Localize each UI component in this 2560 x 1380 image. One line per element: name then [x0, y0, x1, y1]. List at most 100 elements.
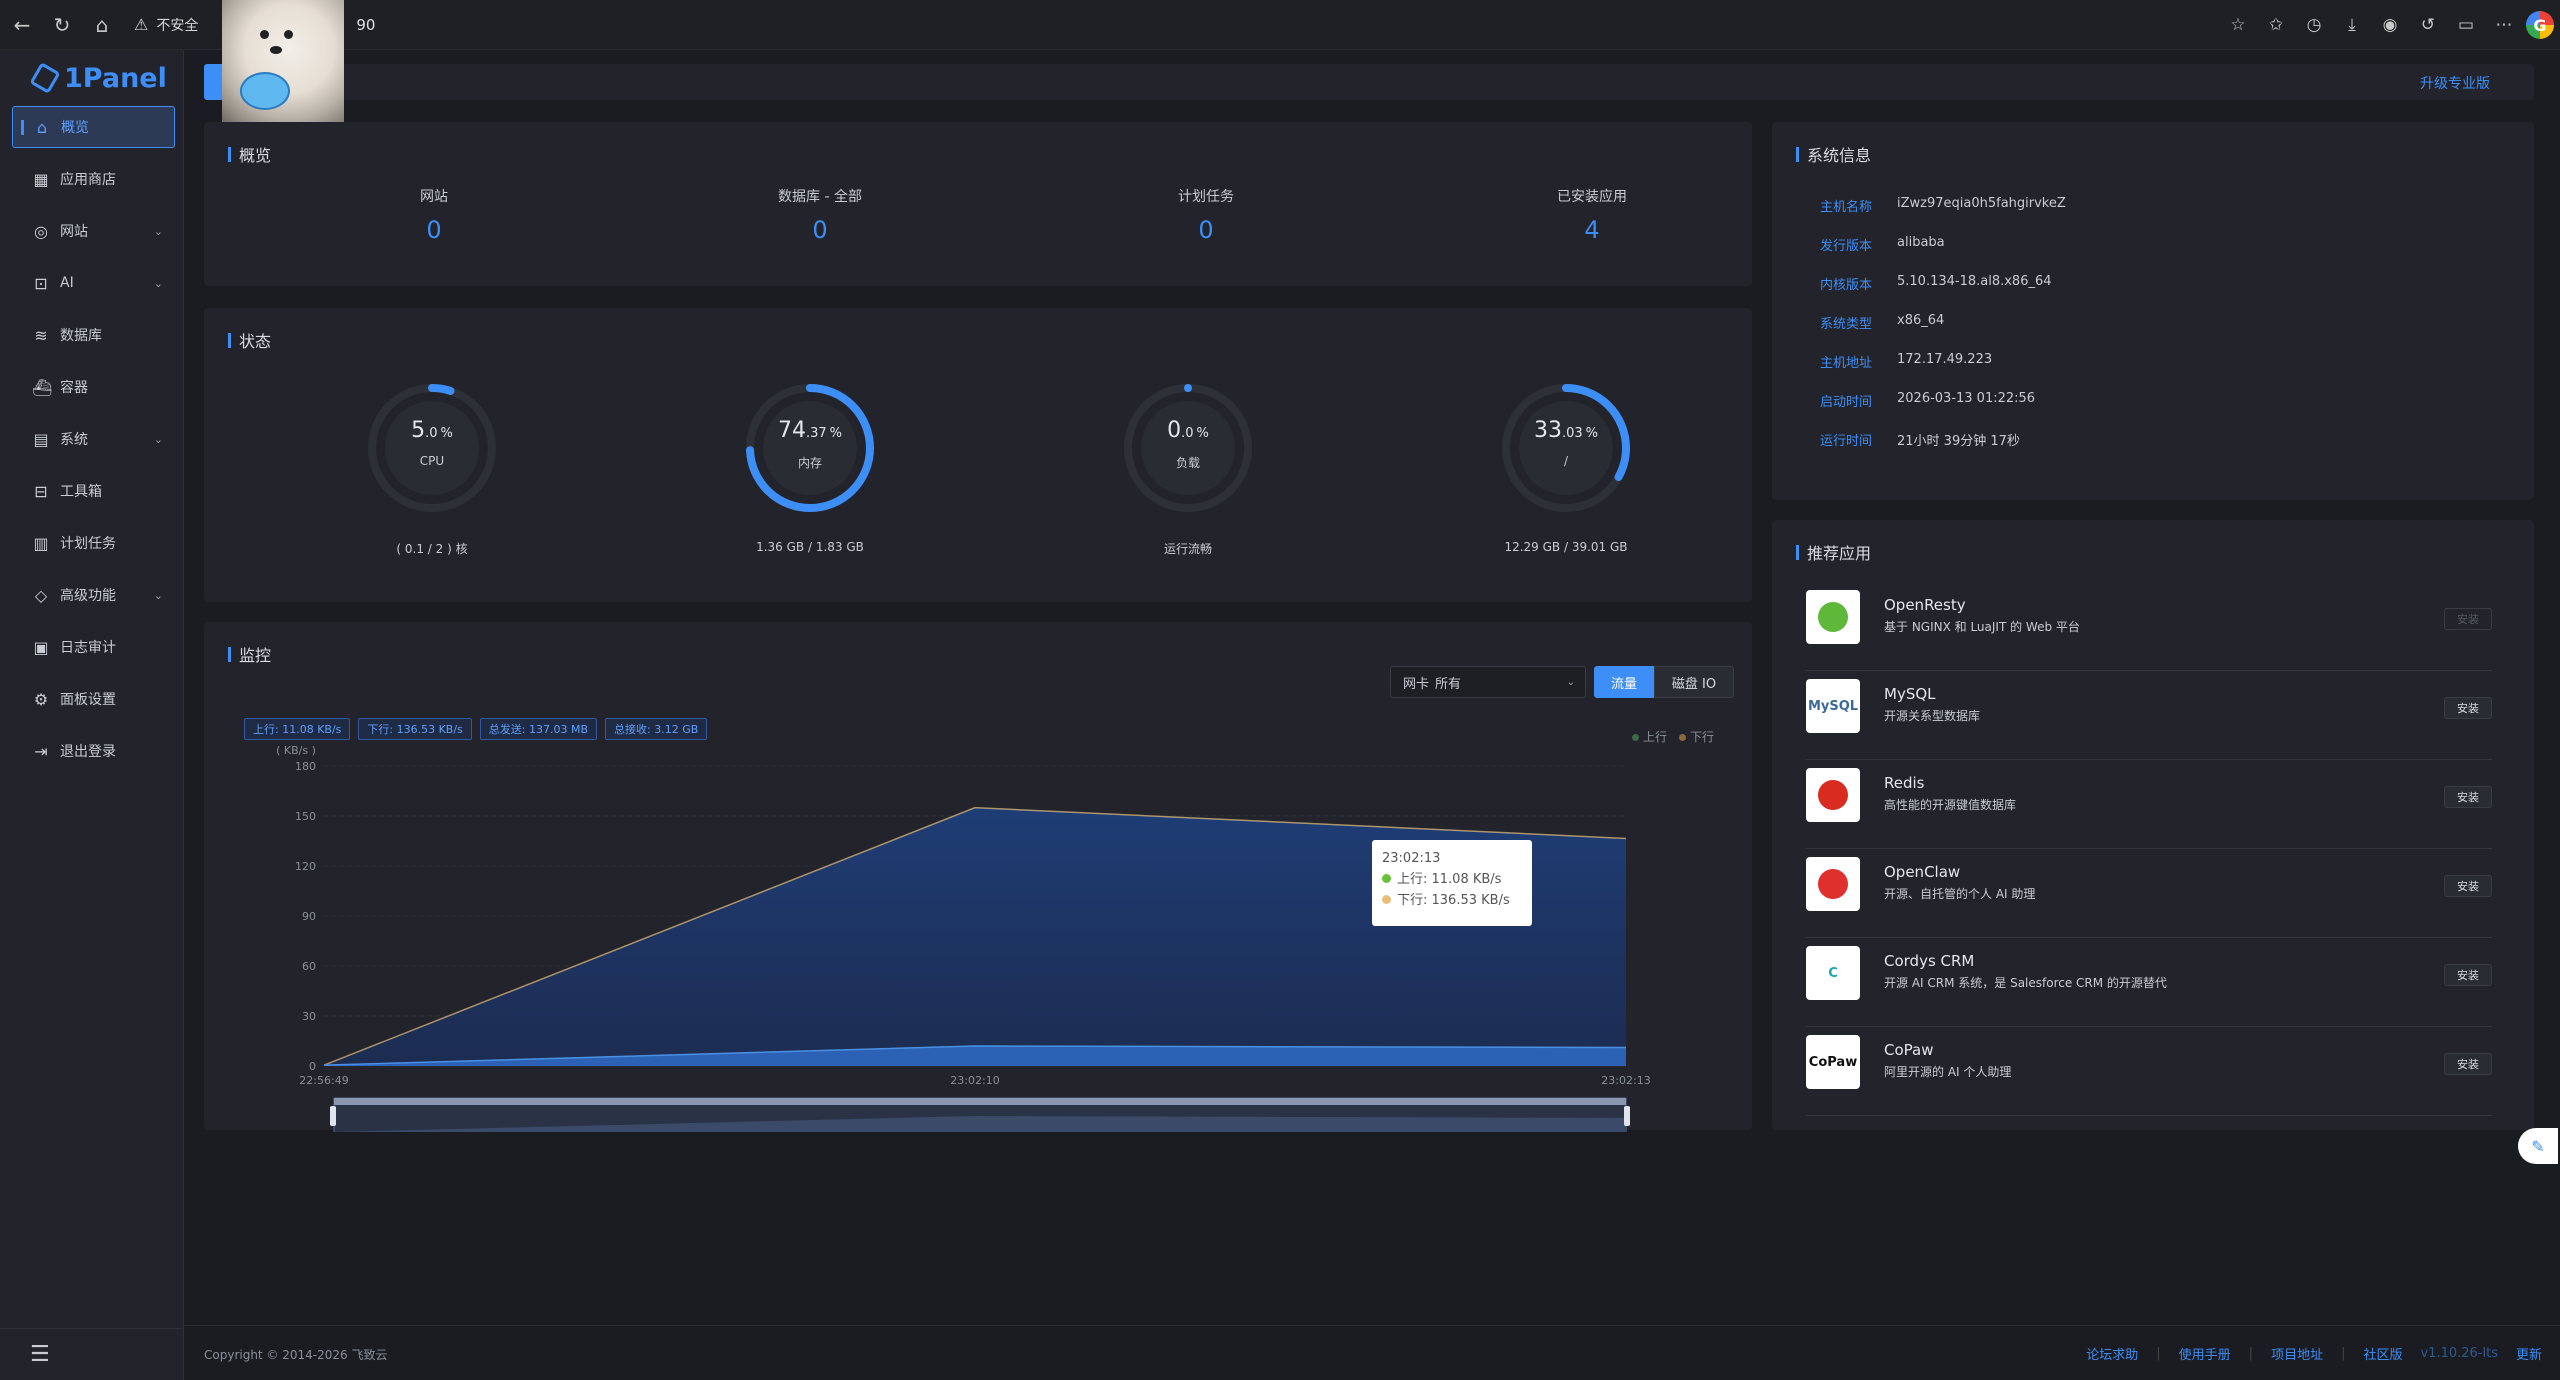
history-icon[interactable]: ◷ — [2306, 15, 2322, 35]
footer-link[interactable]: 社区版 — [2363, 1348, 2403, 1363]
upgrade-pro-link[interactable]: 升级专业版 — [2420, 76, 2490, 92]
tooltip-time: 23:02:13 — [1382, 851, 1441, 866]
sidebar-item-0[interactable]: ⌂ 概览 — [12, 106, 175, 148]
zoom-handle-right — [1624, 1106, 1630, 1126]
app-item[interactable]: CoPaw CoPaw 阿里开源的 AI 个人助理 安装 — [1806, 1027, 2492, 1116]
app-logo-icon — [1806, 857, 1860, 911]
sysinfo-key: 运行时间 — [1820, 434, 1873, 449]
sidebar-item-label: 系统 — [60, 432, 88, 448]
series-up-area — [324, 1046, 1626, 1066]
overview-value[interactable]: 0 — [1198, 216, 1214, 244]
nic-select[interactable]: 网卡 所有 ⌄ — [1390, 666, 1586, 698]
sidebar-item-10[interactable]: ▣ 日志审计 — [12, 626, 175, 668]
tab-disk-io[interactable]: 磁盘 IO — [1654, 666, 1734, 698]
gauge-arc — [368, 384, 496, 512]
screenshot-icon[interactable]: ◉ — [2382, 15, 2398, 35]
overview-value[interactable]: 0 — [426, 216, 442, 244]
browser-toolbar: ← ↻ ⌂ ⚠ 不安全 90 ☆ ✩ ◷ ⤓ ◉ ↺ ▭ ⋯ G — [0, 0, 2560, 50]
overview-value[interactable]: 0 — [812, 216, 828, 244]
favorites-icon[interactable]: ✩ — [2268, 15, 2284, 35]
gauge-value: 33.03% — [1533, 418, 1599, 443]
reload-icon[interactable]: ↻ — [53, 12, 71, 37]
sysinfo-row: 发行版本 alibaba — [1820, 235, 1945, 254]
status-gauge[interactable]: 0.0% 负载 运行流畅 — [1118, 378, 1258, 557]
container-icon: ⛴ — [32, 377, 53, 397]
back-icon[interactable]: ← — [13, 12, 31, 37]
footer-link[interactable]: 使用手册 — [2178, 1348, 2231, 1363]
sidebar-item-9[interactable]: ◇ 高级功能 ⌄ — [12, 574, 175, 616]
legend-down[interactable]: 下行 — [1679, 728, 1714, 745]
app-item[interactable]: MySQL MySQL 开源关系型数据库 安装 — [1806, 671, 2492, 760]
traffic-chart[interactable]: ( KB/s ) 0 30 60 90 120 150 180 22:56:49 23:02:10… — [204, 742, 1752, 1132]
sidebar-item-3[interactable]: ⊡ AI ⌄ — [12, 262, 175, 304]
footer-link[interactable]: 论坛求助 — [2086, 1348, 2139, 1363]
overview-value[interactable]: 4 — [1584, 216, 1600, 244]
x-tick-label: 23:02:10 — [950, 1074, 999, 1087]
app-item[interactable]: OpenClaw 开源、自托管的个人 AI 助理 安装 — [1806, 849, 2492, 938]
y-tick-label: 90 — [302, 910, 316, 923]
sidebar-item-6[interactable]: ▤ 系统 ⌄ — [12, 418, 175, 460]
traffic-tag: 下行: 136.53 KB/s — [358, 718, 472, 740]
sidebar-item-4[interactable]: ≋ 数据库 — [12, 314, 175, 356]
home-browser-icon[interactable]: ⌂ — [95, 12, 109, 37]
y-axis-unit: ( KB/s ) — [276, 744, 316, 757]
gauge-label: / — [1563, 454, 1569, 468]
install-button[interactable]: 安装 — [2444, 964, 2492, 986]
logout-icon: ⇥ — [34, 741, 48, 761]
install-button[interactable]: 安装 — [2444, 786, 2492, 808]
logo[interactable]: 1Panel — [29, 60, 183, 96]
footer-link[interactable]: 项目地址 — [2271, 1348, 2324, 1363]
overview-item[interactable]: 已安装应用 4 — [1442, 186, 1742, 244]
sidebar-item-2[interactable]: ◎ 网站 ⌄ — [12, 210, 175, 252]
traffic-tag: 上行: 11.08 KB/s — [244, 718, 351, 740]
sidebar-item-5[interactable]: ⛴ 容器 — [12, 366, 175, 408]
app-item[interactable]: C Cordys CRM 开源 AI CRM 系统，是 Salesforce CRM… — [1806, 938, 2492, 1027]
sidebar-item-label: 网站 — [60, 224, 88, 240]
undo-icon[interactable]: ↺ — [2420, 15, 2436, 35]
apps-title: 推荐应用 — [1796, 540, 1871, 564]
collapse-menu-icon[interactable]: ☰ — [0, 1328, 184, 1380]
chevron-down-icon: ⌄ — [153, 588, 163, 602]
status-gauge[interactable]: 33.03% / 12.29 GB / 39.01 GB — [1496, 378, 1636, 554]
update-link[interactable]: 更新 — [2515, 1348, 2542, 1363]
y-tick-label: 180 — [295, 760, 316, 773]
series-up-line — [323, 1045, 1627, 1066]
footer-links: 论坛求助 | 使用手册 | 项目地址 | 社区版 v1.10.26-lts 更新 — [2086, 1344, 2542, 1363]
logo-hex-icon — [29, 62, 61, 94]
version-label: v1.10.26-lts — [2420, 1346, 2498, 1361]
globe-icon: ◎ — [34, 221, 48, 241]
sidebar-item-1[interactable]: ▦ 应用商店 — [12, 158, 175, 200]
y-tick-label: 60 — [302, 960, 316, 973]
gauge-value: 5.0% — [411, 418, 453, 443]
download-icon[interactable]: ⤓ — [2348, 15, 2356, 35]
sidebar-item-7[interactable]: ⊟ 工具箱 — [12, 470, 175, 512]
status-title: 状态 — [228, 328, 271, 352]
wallet-icon[interactable]: ▭ — [2457, 15, 2475, 35]
install-button[interactable]: 安装 — [2444, 875, 2492, 897]
more-icon[interactable]: ⋯ — [2495, 15, 2513, 35]
google-profile-icon[interactable]: G — [2526, 11, 2554, 39]
sysinfo-key: 主机名称 — [1820, 200, 1873, 215]
sidebar-item-8[interactable]: ▥ 计划任务 — [12, 522, 175, 564]
sidebar-item-12[interactable]: ⇥ 退出登录 — [12, 730, 175, 772]
x-tick-label: 22:56:49 — [299, 1074, 348, 1087]
install-button[interactable]: 安装 — [2444, 697, 2492, 719]
sidebar-item-11[interactable]: ⚙ 面板设置 — [12, 678, 175, 720]
series-down-area — [324, 807, 1626, 1066]
bookmark-star-icon[interactable]: ☆ — [2230, 15, 2246, 35]
status-gauge[interactable]: 5.0% CPU ( 0.1 / 2 ) 核 — [362, 378, 502, 557]
address-bar[interactable]: ⚠ 不安全 90 — [134, 7, 375, 43]
tab-traffic[interactable]: 流量 — [1594, 666, 1654, 698]
legend-up[interactable]: 上行 — [1632, 728, 1667, 745]
traffic-tag: 总发送: 137.03 MB — [479, 718, 598, 740]
assistant-float-icon[interactable]: ✎ — [2518, 1128, 2558, 1164]
overview-item[interactable]: 计划任务 0 — [1056, 186, 1356, 244]
chevron-down-icon: ⌄ — [1566, 676, 1575, 688]
app-item[interactable]: OpenResty 基于 NGINX 和 LuaJIT 的 Web 平台 安装 — [1806, 582, 2492, 671]
overview-item[interactable]: 数据库 - 全部 0 — [670, 186, 970, 244]
x-tick-label: 23:02:13 — [1601, 1074, 1650, 1087]
status-gauge[interactable]: 74.37% 内存 1.36 GB / 1.83 GB — [740, 378, 880, 554]
app-item[interactable]: Redis 高性能的开源键值数据库 安装 — [1806, 760, 2492, 849]
overview-item[interactable]: 网站 0 — [284, 186, 584, 244]
install-button[interactable]: 安装 — [2444, 1053, 2492, 1075]
